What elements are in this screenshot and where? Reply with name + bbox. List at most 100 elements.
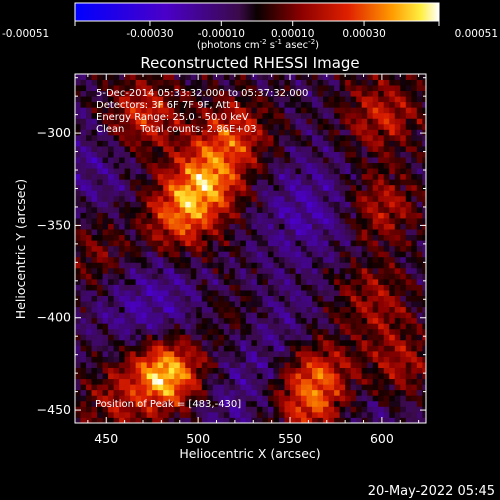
heatmap-cell	[256, 74, 263, 80]
heatmap-cell	[400, 179, 407, 186]
heatmap-cell	[323, 256, 329, 263]
heatmap-cell	[339, 195, 346, 202]
heatmap-cell	[295, 406, 302, 413]
heatmap-cell	[323, 90, 329, 97]
heatmap-cell	[152, 90, 159, 97]
heatmap-cell	[86, 245, 92, 252]
heatmap-cell	[102, 173, 109, 180]
heatmap-cell	[135, 350, 142, 357]
heatmap-cell	[256, 373, 263, 380]
heatmap-cell	[135, 256, 142, 263]
heatmap-cell	[97, 301, 103, 308]
heatmap-cell	[119, 134, 126, 141]
heatmap-cell	[378, 123, 385, 130]
heatmap-cell	[196, 339, 203, 346]
heatmap-cell	[378, 74, 385, 80]
heatmap-cell	[212, 173, 219, 180]
heatmap-cell	[411, 151, 418, 158]
heatmap-cell	[218, 123, 225, 130]
heatmap-cell	[284, 79, 291, 86]
heatmap-cell	[179, 356, 186, 363]
heatmap-cell	[372, 417, 379, 423]
heatmap-cell	[295, 290, 302, 296]
heatmap-cell	[323, 367, 329, 374]
x-tick-label: 600	[370, 431, 394, 446]
heatmap-cell	[290, 367, 296, 374]
heatmap-cell	[124, 173, 131, 180]
heatmap-cell	[295, 301, 302, 308]
heatmap-cell	[345, 411, 352, 418]
heatmap-cell	[416, 229, 423, 236]
heatmap-cell	[262, 118, 269, 125]
heatmap-cell	[295, 201, 302, 208]
heatmap-cell	[295, 373, 302, 380]
heatmap-cell	[190, 417, 197, 423]
heatmap-cell	[212, 356, 219, 363]
heatmap-cell	[383, 339, 390, 346]
heatmap-cell	[284, 90, 291, 97]
heatmap-cell	[301, 284, 307, 291]
heatmap-cell	[361, 378, 368, 385]
heatmap-cell	[212, 240, 219, 247]
heatmap-cell	[290, 251, 296, 258]
heatmap-cell	[394, 212, 401, 219]
heatmap-cell	[157, 90, 164, 97]
heatmap-cell	[278, 107, 285, 114]
heatmap-cell	[108, 262, 114, 269]
heatmap-cell	[372, 395, 379, 402]
heatmap-cell	[212, 284, 219, 291]
heatmap-cell	[174, 378, 181, 385]
heatmap-cell	[157, 262, 164, 269]
heatmap-cell	[278, 262, 285, 269]
heatmap-cell	[168, 206, 175, 213]
heatmap-cell	[223, 195, 230, 202]
heatmap-cell	[163, 345, 170, 352]
heatmap-cell	[108, 107, 114, 114]
heatmap-cell	[135, 129, 142, 136]
heatmap-cell	[411, 173, 418, 180]
heatmap-cell	[317, 262, 324, 269]
heatmap-cell	[102, 96, 109, 103]
heatmap-cell	[328, 212, 335, 219]
heatmap-cell	[196, 267, 203, 274]
heatmap-cell	[229, 168, 236, 175]
heatmap-cell	[130, 96, 137, 103]
heatmap-cell	[152, 201, 159, 208]
heatmap-cell	[245, 74, 252, 80]
heatmap-cell	[278, 157, 285, 164]
heatmap-cell	[256, 240, 263, 247]
heatmap-cell	[207, 384, 214, 391]
heatmap-cell	[119, 184, 126, 191]
heatmap-cell	[130, 162, 137, 169]
heatmap-cell	[86, 190, 92, 197]
heatmap-cell	[185, 96, 192, 103]
heatmap-cell	[278, 345, 285, 352]
heatmap-cell	[163, 74, 170, 80]
heatmap-cell	[411, 118, 418, 125]
heatmap-cell	[290, 245, 296, 252]
heatmap-cell	[174, 323, 181, 330]
heatmap-cell	[306, 96, 313, 103]
heatmap-cell	[367, 251, 374, 258]
heatmap-cell	[416, 140, 423, 147]
heatmap-cell	[356, 240, 363, 247]
heatmap-cell	[394, 234, 401, 241]
heatmap-cell	[234, 112, 241, 119]
heatmap-cell	[251, 90, 258, 97]
heatmap-cell	[411, 234, 418, 241]
heatmap-cell	[394, 90, 401, 97]
heatmap-cell	[378, 212, 385, 219]
heatmap-cell	[157, 317, 164, 324]
heatmap-cell	[141, 406, 148, 413]
heatmap-cell	[301, 417, 307, 423]
heatmap-cell	[135, 339, 142, 346]
heatmap-cell	[152, 301, 159, 308]
heatmap-cell	[256, 378, 263, 385]
heatmap-cell	[218, 262, 225, 269]
heatmap-cell	[328, 74, 335, 80]
heatmap-cell	[91, 179, 98, 186]
heatmap-cell	[185, 123, 192, 130]
heatmap-cell	[135, 96, 142, 103]
heatmap-cell	[405, 384, 412, 391]
heatmap-cell	[290, 201, 296, 208]
